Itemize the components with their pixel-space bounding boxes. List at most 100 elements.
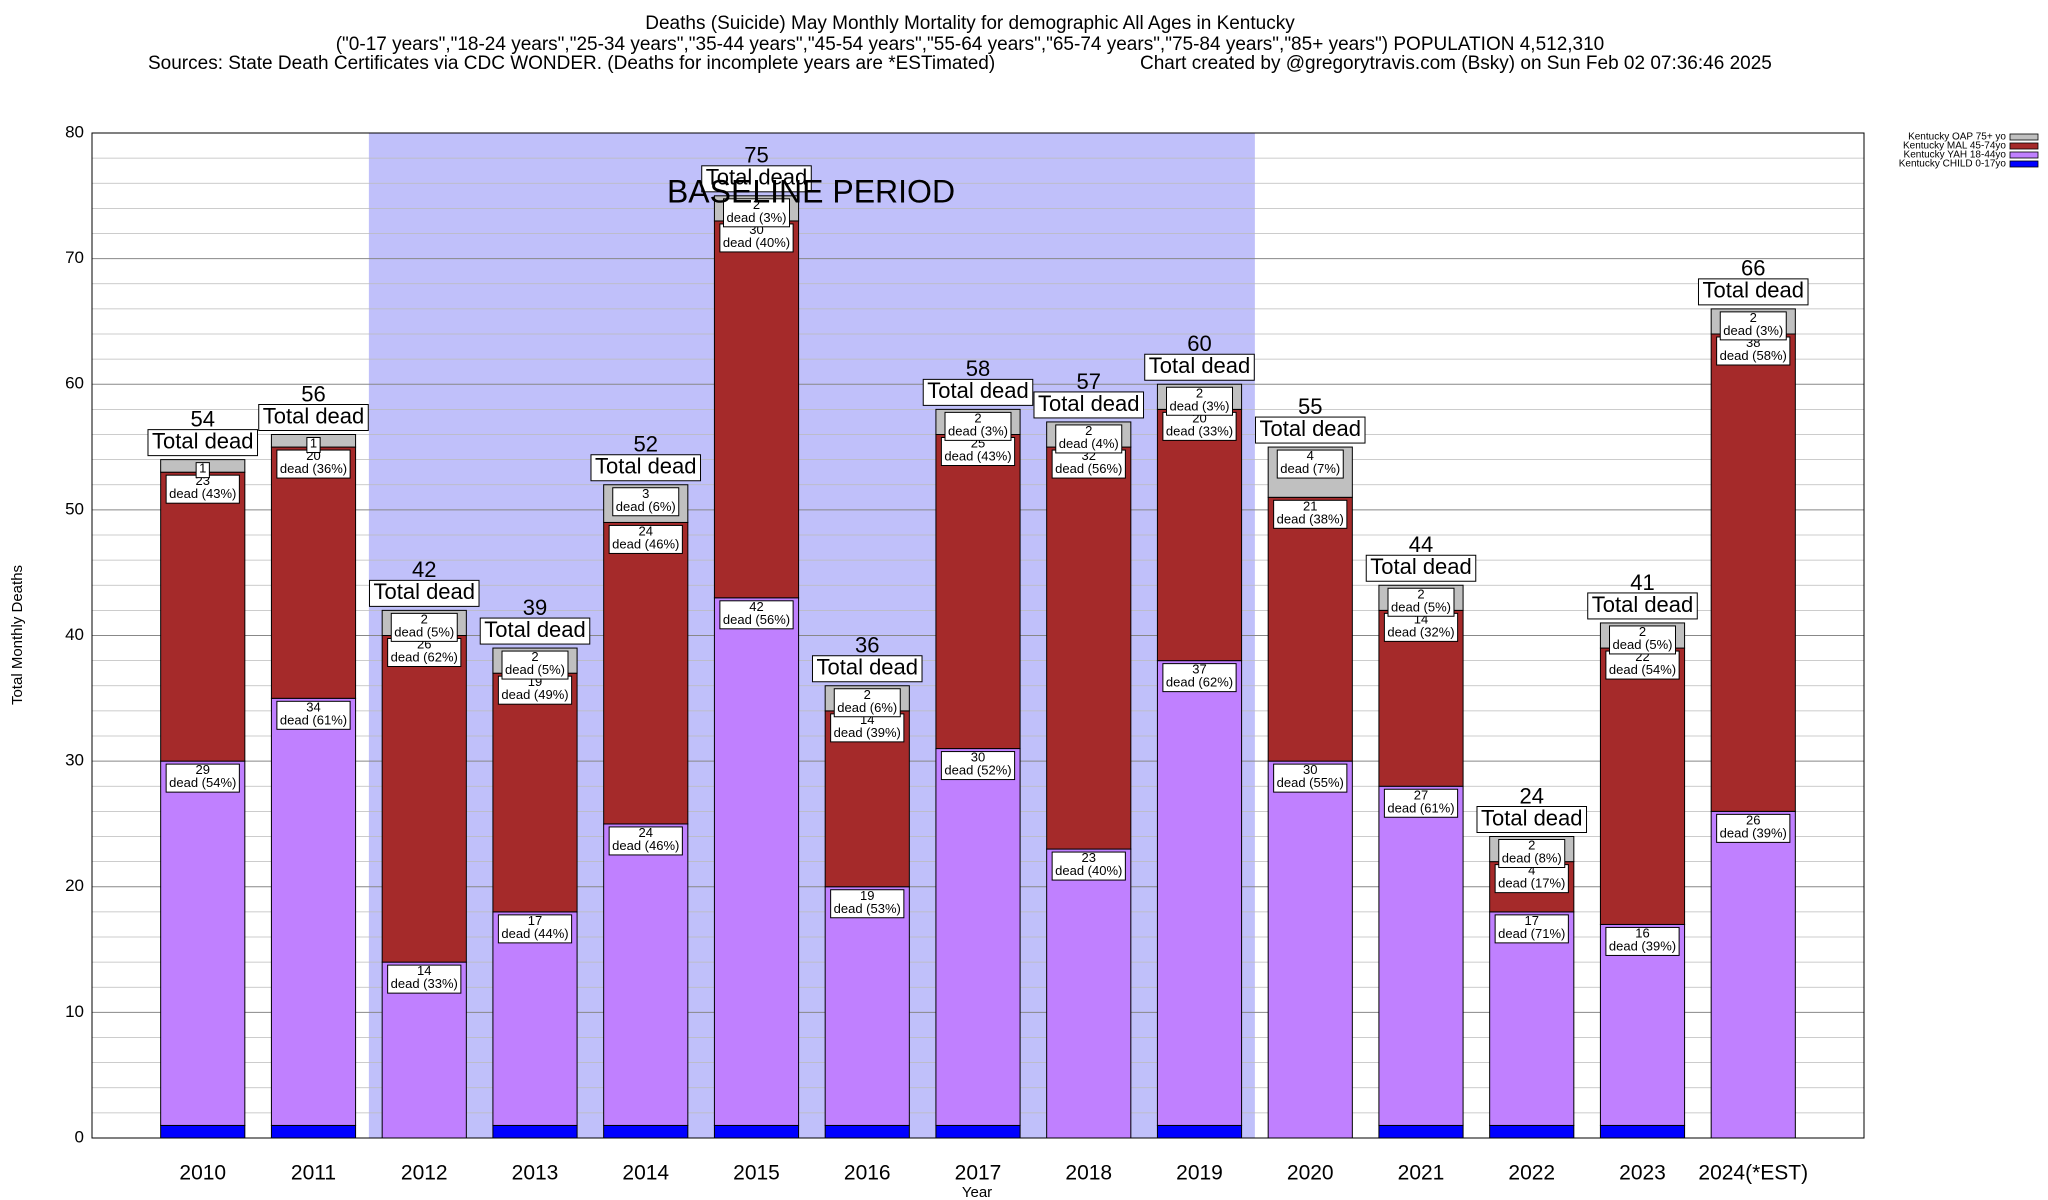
x-tick-label: 2014 [622, 1162, 669, 1185]
bar-segment [1378, 1124, 1464, 1139]
total-text: Total dead [1038, 391, 1140, 416]
total-text: Total dead [816, 655, 918, 680]
total-value: 54 [191, 406, 215, 431]
value-label-box [306, 437, 321, 453]
value-label-text: 23 dead (40%) [1055, 851, 1122, 879]
x-tick-label: 2024(*EST) [1698, 1162, 1808, 1185]
total-value: 56 [301, 381, 325, 406]
bar-segment [935, 748, 1021, 1126]
value-label: 24 dead (46%) [608, 825, 683, 856]
value-label-box [833, 688, 901, 718]
bar-segment [713, 220, 800, 599]
value-label-box [944, 411, 1012, 441]
value-label: 16 dead (39%) [1605, 926, 1680, 956]
value-label: 27 dead (61%) [1383, 788, 1459, 818]
total-value: 44 [1409, 532, 1433, 557]
legend-swatch [2009, 151, 2039, 159]
total-value: 60 [1187, 331, 1211, 356]
total-text: Total dead [927, 378, 1029, 403]
value-label: 37 dead (62%) [1162, 662, 1237, 693]
bar-segment [824, 1124, 910, 1139]
y-tick-label: 60 [65, 374, 84, 393]
total-box [1697, 278, 1809, 306]
value-label-text: 2 dead (5%) [1613, 624, 1673, 652]
value-label-box [497, 675, 573, 705]
value-label: 14 dead (39%) [830, 712, 905, 743]
bar-segment [603, 823, 689, 1126]
total-value: 39 [523, 595, 547, 620]
value-label: 25 dead (43%) [940, 436, 1016, 466]
value-label: 38 dead (58%) [1716, 335, 1791, 366]
value-label-box [1273, 763, 1348, 793]
value-label-box [1716, 813, 1791, 843]
y-tick-label: 80 [65, 122, 84, 141]
bar-segment [1156, 1124, 1243, 1139]
y-tick-label: 20 [65, 876, 84, 895]
value-label: 2 dead (3%) [944, 411, 1012, 441]
y-tick-label: 10 [65, 1002, 84, 1021]
bar-segment [1599, 923, 1686, 1126]
legend-label: Kentucky OAP 75+ yo [1908, 132, 2006, 143]
value-label-box [497, 914, 573, 944]
value-label: 14 dead (32%) [1383, 612, 1459, 642]
y-axis-label: Total Monthly Deaths [9, 565, 26, 705]
value-label-text: 21 dead (38%) [1277, 499, 1344, 527]
y-tick-label: 70 [65, 248, 84, 267]
x-tick-label: 2010 [179, 1162, 226, 1185]
value-label-text: 42 dead (56%) [723, 599, 790, 627]
value-label-text: 27 dead (61%) [1387, 788, 1454, 816]
x-axis-label: Year [962, 1184, 992, 1200]
value-label-box [830, 889, 905, 919]
total-box [811, 655, 923, 683]
y-tick-label: 30 [65, 751, 84, 770]
bar-segment [492, 672, 578, 913]
value-label-text: 2 dead (3%) [1170, 386, 1230, 414]
value-label-text: 26 dead (39%) [1720, 813, 1787, 841]
value-label: 30 dead (40%) [719, 222, 794, 253]
value-label: 23 dead (40%) [1051, 851, 1126, 881]
value-label: 1 [306, 436, 321, 453]
value-label-box [1609, 625, 1676, 655]
value-label-text: 2 dead (5%) [394, 612, 454, 640]
bar-segment [1599, 647, 1686, 925]
value-label-box [1166, 386, 1233, 416]
x-tick-label: 2019 [1176, 1162, 1223, 1185]
bar-segment [1046, 446, 1132, 850]
value-label-text: 1 [199, 461, 206, 476]
chart-credit: Chart created by @gregorytravis.com (Bsk… [1140, 53, 1772, 74]
value-label: 20 dead (36%) [276, 449, 351, 479]
bar-segment [603, 521, 689, 825]
value-label: 2 dead (5%) [390, 612, 458, 642]
value-label: 29 dead (54%) [165, 763, 240, 793]
value-label-text: 2 dead (3%) [948, 411, 1008, 439]
bar-segment [1156, 660, 1243, 1126]
value-label: 26 dead (62%) [387, 637, 462, 667]
value-label-box [1605, 926, 1680, 956]
total-value: 58 [966, 356, 990, 381]
value-label: 2 dead (3%) [1719, 310, 1787, 341]
chart-subtitle: ("0-17 years","18-24 years","25-34 years… [336, 34, 1605, 55]
value-label: 2 dead (5%) [1387, 587, 1455, 617]
value-label-box [276, 449, 351, 479]
total-text: Total dead [1259, 416, 1361, 441]
x-tick-label: 2022 [1508, 1162, 1555, 1185]
value-label: 2 dead (5%) [1609, 624, 1676, 655]
bar-segment [1710, 810, 1796, 1139]
value-label-box [608, 826, 683, 856]
bar-segment [1267, 760, 1353, 1139]
total-value: 55 [1298, 394, 1322, 419]
total-value: 57 [1077, 369, 1101, 394]
value-label-text: 2 dead (8%) [1502, 838, 1562, 866]
y-tick-label: 50 [65, 499, 84, 518]
value-label-text: 3 dead (6%) [616, 486, 676, 514]
bar-segment [492, 911, 578, 1126]
total-box [1144, 353, 1255, 381]
